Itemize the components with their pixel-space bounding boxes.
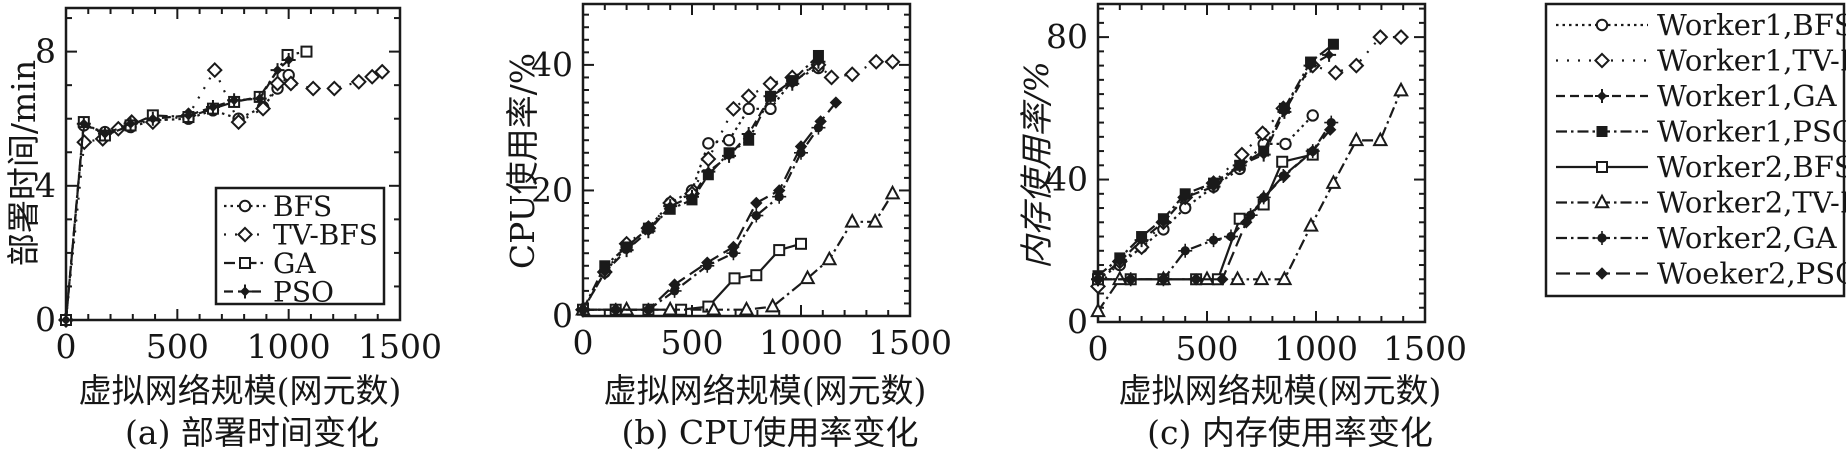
chart-c-y-tick: 40 [1046,160,1088,199]
series-worker1-pso [1092,38,1339,282]
series-worker2-ga [576,120,826,317]
legend-entry-label: Worker1,TV-BFS [1657,44,1846,78]
legend-entry-label: Worker2,GA [1657,221,1838,255]
legend-entry: Worker1,BFS [1556,8,1846,42]
legend-entry-label: Worker2,TV-BFS [1657,186,1846,220]
legend-entry-label: Worker1,GA [1657,79,1838,113]
chart-c-y-axis-label: 内存使用率/% [1017,61,1056,269]
legend-entry-label: Worker2,BFS [1657,150,1846,184]
legend-panel: Worker1,BFSWorker1,TV-BFSWorker1,GAWorke… [1544,2,1846,298]
chart-a-caption: (a) 部署时间变化 [125,413,379,452]
chart-b-y-axis-label: CPU使用率/% [503,52,542,270]
legend-entry: Worker2,TV-BFS [1556,186,1846,220]
chart-a-y-axis-label: 部署时间/min [4,59,43,267]
chart-b-y-tick: 0 [552,296,573,335]
series-pso [59,53,296,327]
chart-b-plot: 0 500 1000 1500 0 20 40 [531,2,952,362]
legend-entry-label: Worker1,BFS [1657,8,1846,42]
chart-a-x-tick: 1000 [247,327,331,366]
chart-c-plot: 0 500 1000 1500 0 40 80 [1046,2,1467,368]
chart-c-x-tick: 1500 [1383,329,1467,368]
chart-a-legend-label: GA [273,247,316,280]
chart-b-y-tick: 40 [531,45,573,84]
chart-a-x-tick: 1500 [358,327,442,366]
series-worker1-bfs [576,61,825,316]
chart-b-x-tick: 0 [573,323,594,362]
chart-a-y-tick: 4 [35,166,56,205]
chart-a-x-tick: 0 [56,327,77,366]
chart-a-legend-label: PSO [273,276,334,309]
chart-c-caption: (c) 内存使用率变化 [1147,413,1433,452]
chart-a-x-axis-label: 虚拟网络规模(网元数) [78,371,402,410]
legend-entry: Worker1,GA [1556,79,1838,113]
chart-c-y-tick: 0 [1067,302,1088,341]
chart-b-x-tick: 1000 [759,323,843,362]
series-woeker2-pso [1091,123,1337,286]
chart-c-y-tick: 80 [1046,17,1088,56]
chart-b-y-tick: 20 [531,170,573,209]
legend-entry: Worker1,TV-BFS [1556,44,1846,78]
series-worker1-tv-bfs [1089,29,1410,295]
legend-entry: Worker2,GA [1556,221,1838,255]
legend-entry: Worker2,BFS [1556,150,1846,184]
chart-c-x-axis-label: 虚拟网络规模(网元数) [1118,371,1442,410]
series-worker1-bfs [1091,109,1319,286]
series-worker2-ga [1091,115,1339,287]
chart-a-y-tick: 8 [35,32,56,71]
chart-c-x-tick: 0 [1088,329,1109,368]
legend-entry: Woeker2,PSO [1556,257,1846,291]
chart-b-x-axis-label: 虚拟网络规模(网元数) [603,371,927,410]
series-worker1-pso [577,49,824,316]
legend-entry-label: Worker1,PSO [1657,115,1846,149]
chart-a-x-tick: 500 [146,327,209,366]
chart-a-y-tick: 0 [35,300,56,339]
chart-a-legend-label: TV-BFS [273,219,378,252]
chart-c-x-tick: 1000 [1274,329,1358,368]
chart-b-caption: (b) CPU使用率变化 [621,413,919,452]
chart-a-legend-label: BFS [273,190,332,223]
legend-entry: Worker1,PSO [1556,115,1846,149]
series-worker2-tv-bfs [1090,81,1409,318]
series-woeker2-pso [576,96,843,316]
chart-b-x-tick: 1500 [868,323,952,362]
chart-b-x-tick: 500 [661,323,724,362]
legend-entry-label: Woeker2,PSO [1657,257,1846,291]
chart-c-x-tick: 500 [1176,329,1239,368]
series-tv-bfs [57,62,391,329]
series-worker2-tv-bfs [575,184,901,316]
